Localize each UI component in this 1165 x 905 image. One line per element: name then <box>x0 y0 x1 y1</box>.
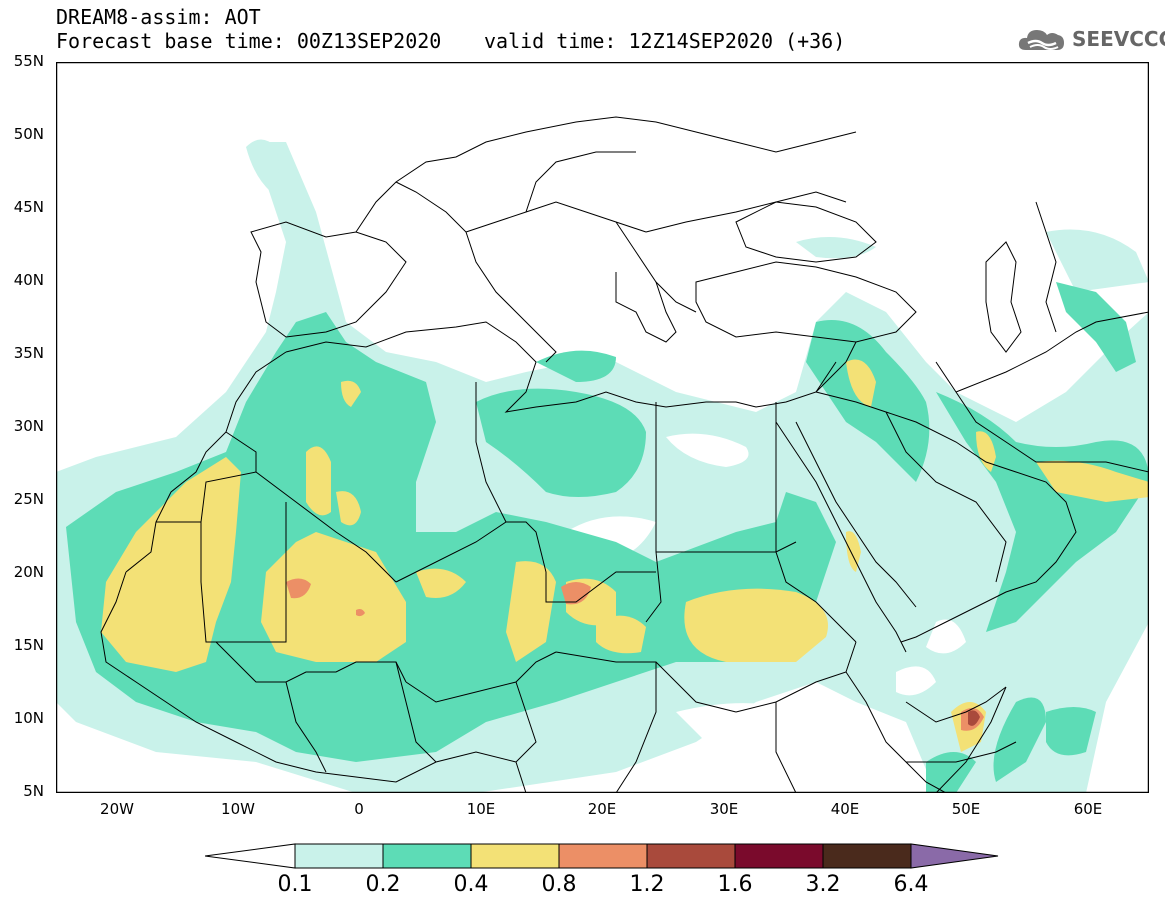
lat-label: 5N <box>23 782 44 800</box>
colorbar-label: 1.6 <box>717 872 753 897</box>
colorbar-label: 6.4 <box>893 872 929 897</box>
lat-label: 55N <box>13 52 44 70</box>
lat-label: 50N <box>13 125 44 143</box>
colorbar-bin <box>646 843 736 869</box>
lon-label: 20W <box>100 800 134 818</box>
colorbar-bin <box>734 843 824 869</box>
colorbar-bin <box>558 843 648 869</box>
logo-text: SEEVCCC <box>1072 27 1165 51</box>
lon-label: 20E <box>587 800 617 818</box>
lat-label: 35N <box>13 344 44 362</box>
colorbar-bin <box>470 843 560 869</box>
lon-label: 10E <box>466 800 496 818</box>
colorbar-label: 0.4 <box>453 872 489 897</box>
lat-label: 30N <box>13 417 44 435</box>
aot-level-0.4 <box>101 359 1149 752</box>
lon-label: 0 <box>354 800 364 818</box>
aot-map <box>56 62 1149 793</box>
lat-label: 10N <box>13 709 44 727</box>
colorbar-label: 0.8 <box>541 872 577 897</box>
colorbar-high-arrow <box>910 843 999 869</box>
colorbar-bin <box>822 843 912 869</box>
forecast-base-time: Forecast base time: 00Z13SEP2020 <box>56 29 442 53</box>
colorbar-label: 3.2 <box>805 872 841 897</box>
lat-label: 20N <box>13 563 44 581</box>
colorbar <box>205 843 999 869</box>
lon-label: 50E <box>951 800 981 818</box>
lon-label: 40E <box>830 800 860 818</box>
cloud-logo-icon <box>1018 30 1064 50</box>
valid-time: valid time: 12Z14SEP2020 (+36) <box>484 29 846 53</box>
lat-label: 15N <box>13 636 44 654</box>
lat-label: 45N <box>13 198 44 216</box>
colorbar-low-arrow <box>205 843 296 869</box>
map-title: DREAM8-assim: AOT <box>56 5 261 29</box>
seevccc-logo: SEEVCCC <box>1016 22 1165 56</box>
colorbar-bin <box>382 843 472 869</box>
lat-label: 40N <box>13 271 44 289</box>
lon-label: 30E <box>709 800 739 818</box>
colorbar-label: 0.1 <box>277 872 313 897</box>
colorbar-bin <box>294 843 384 869</box>
lat-label: 25N <box>13 490 44 508</box>
colorbar-label: 1.2 <box>629 872 665 897</box>
lon-label: 10W <box>221 800 255 818</box>
lon-label: 60E <box>1073 800 1103 818</box>
country-borders <box>100 116 1149 793</box>
aot-level-1.2 <box>968 710 980 726</box>
colorbar-label: 0.2 <box>365 872 401 897</box>
